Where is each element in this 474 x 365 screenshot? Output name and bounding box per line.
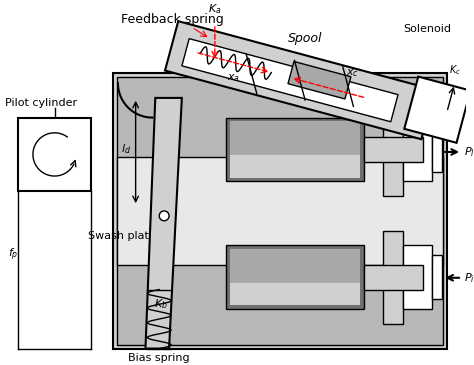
Text: $K_a$: $K_a$ — [208, 2, 222, 16]
FancyBboxPatch shape — [432, 127, 442, 172]
FancyBboxPatch shape — [364, 265, 423, 289]
Text: $V_p$: $V_p$ — [278, 137, 292, 153]
FancyBboxPatch shape — [113, 73, 447, 349]
Text: Pilot cylinder: Pilot cylinder — [5, 98, 77, 108]
FancyBboxPatch shape — [403, 118, 432, 181]
FancyBboxPatch shape — [226, 245, 364, 309]
Text: $x_a$: $x_a$ — [227, 72, 240, 84]
Text: Solenoid: Solenoid — [403, 24, 452, 34]
Text: $P_i$: $P_i$ — [464, 271, 474, 285]
Polygon shape — [165, 21, 435, 139]
FancyBboxPatch shape — [230, 249, 360, 305]
Text: $K_b$: $K_b$ — [154, 297, 168, 311]
FancyBboxPatch shape — [432, 255, 442, 299]
Polygon shape — [288, 61, 351, 99]
FancyBboxPatch shape — [230, 155, 360, 177]
Text: $x_c$: $x_c$ — [346, 67, 359, 79]
Text: Bias spring: Bias spring — [128, 353, 190, 364]
Text: Swash plate: Swash plate — [89, 231, 156, 241]
FancyBboxPatch shape — [18, 118, 91, 191]
Polygon shape — [404, 77, 471, 143]
FancyBboxPatch shape — [403, 245, 432, 309]
FancyBboxPatch shape — [230, 283, 360, 305]
Text: $f_p$: $f_p$ — [8, 247, 18, 264]
FancyBboxPatch shape — [383, 103, 403, 196]
Text: $l_d$: $l_d$ — [121, 142, 131, 156]
Text: Feedback spring: Feedback spring — [121, 13, 223, 26]
FancyBboxPatch shape — [117, 77, 443, 345]
FancyBboxPatch shape — [226, 118, 364, 181]
Text: $P_l$: $P_l$ — [464, 145, 474, 159]
FancyBboxPatch shape — [383, 231, 403, 324]
Text: Spool: Spool — [287, 32, 322, 45]
FancyBboxPatch shape — [364, 137, 423, 162]
Polygon shape — [182, 39, 398, 122]
FancyBboxPatch shape — [230, 122, 360, 177]
Polygon shape — [146, 98, 182, 349]
Text: $K_c$: $K_c$ — [449, 63, 461, 77]
Circle shape — [159, 211, 169, 221]
FancyBboxPatch shape — [117, 157, 443, 265]
